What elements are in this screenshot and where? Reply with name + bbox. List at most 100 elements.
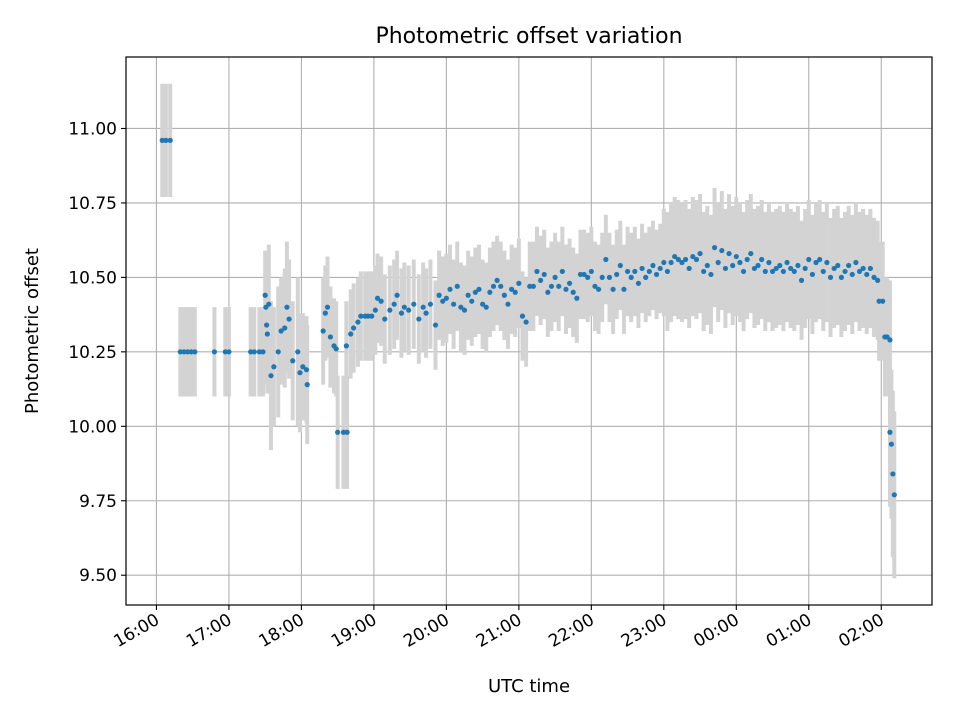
data-point xyxy=(846,262,852,269)
data-point xyxy=(730,262,736,269)
data-point xyxy=(348,331,354,337)
data-point xyxy=(374,295,381,301)
data-point xyxy=(290,358,296,364)
data-point xyxy=(297,370,303,376)
data-point xyxy=(264,331,270,337)
data-point xyxy=(813,259,819,266)
data-point xyxy=(382,316,388,322)
data-point xyxy=(817,256,823,263)
data-point xyxy=(726,250,732,257)
data-point xyxy=(831,265,837,272)
data-point xyxy=(715,259,721,266)
data-point xyxy=(256,349,262,355)
data-point xyxy=(509,286,515,292)
data-point xyxy=(545,289,551,295)
data-point xyxy=(167,137,173,143)
data-point xyxy=(733,253,739,260)
data-point xyxy=(556,283,562,289)
data-point xyxy=(755,262,761,269)
data-point xyxy=(406,307,412,313)
data-point xyxy=(574,295,580,301)
data-point xyxy=(809,271,816,278)
data-point xyxy=(188,349,194,355)
y-tick-label: 10.50 xyxy=(68,268,117,288)
data-point xyxy=(398,310,405,316)
data-point xyxy=(284,304,290,310)
data-point xyxy=(643,274,649,280)
data-point xyxy=(527,283,533,289)
data-point xyxy=(599,274,605,280)
data-point xyxy=(606,274,613,280)
data-point xyxy=(501,292,507,298)
data-point xyxy=(420,304,426,310)
data-point xyxy=(427,301,434,307)
data-point xyxy=(387,307,393,313)
data-point xyxy=(436,292,442,298)
data-point xyxy=(646,268,652,275)
data-point xyxy=(628,274,634,280)
data-point xyxy=(740,268,747,275)
x-axis-ticks: 16:00 17:00 18:00 19:00 20:00 21:00 22:00 23:00… xyxy=(111,605,888,652)
y-tick-label: 10.75 xyxy=(68,194,117,214)
data-point xyxy=(472,289,478,295)
y-tick-label: 9.50 xyxy=(79,566,117,586)
data-point xyxy=(391,301,397,307)
data-point xyxy=(295,349,301,355)
data-point xyxy=(672,253,678,260)
data-point xyxy=(875,277,881,283)
data-point xyxy=(320,328,326,334)
data-point xyxy=(773,265,779,272)
data-point xyxy=(864,271,870,278)
data-point xyxy=(451,301,457,307)
data-point xyxy=(657,265,663,272)
data-point xyxy=(264,322,270,328)
data-point xyxy=(686,265,692,272)
data-point xyxy=(498,283,504,289)
data-point xyxy=(401,304,407,310)
data-point xyxy=(570,289,576,295)
data-point xyxy=(806,256,812,263)
data-point xyxy=(271,364,277,370)
data-point xyxy=(632,268,638,275)
data-point xyxy=(595,286,602,292)
x-tick-label: 16:00 xyxy=(111,610,163,652)
data-point xyxy=(177,349,183,355)
data-point xyxy=(719,247,725,254)
data-point xyxy=(769,268,776,275)
data-point xyxy=(890,471,896,477)
data-point xyxy=(777,262,783,269)
data-point xyxy=(722,265,729,272)
data-point xyxy=(483,304,489,310)
data-point xyxy=(304,382,310,388)
data-point xyxy=(465,292,471,298)
data-point xyxy=(577,271,584,278)
data-point xyxy=(842,268,848,275)
x-tick-label: 01:00 xyxy=(763,610,815,652)
data-point xyxy=(440,298,446,304)
data-point xyxy=(888,441,895,447)
data-point xyxy=(682,256,689,263)
data-point xyxy=(268,373,274,379)
data-point xyxy=(887,337,893,343)
data-point xyxy=(343,343,349,349)
data-point xyxy=(476,286,482,292)
data-point xyxy=(697,250,703,257)
data-point xyxy=(887,429,893,435)
data-point xyxy=(679,259,685,266)
data-point xyxy=(266,301,272,307)
data-point xyxy=(454,283,460,289)
data-point xyxy=(372,307,378,313)
data-point xyxy=(566,280,573,286)
x-tick-label: 00:00 xyxy=(690,610,742,652)
data-point xyxy=(585,274,591,280)
data-point xyxy=(827,274,834,280)
data-point xyxy=(860,265,866,272)
data-point xyxy=(185,349,191,355)
data-point xyxy=(820,268,826,275)
x-tick-label: 22:00 xyxy=(545,610,597,652)
x-axis-label: UTC time xyxy=(488,676,570,697)
data-point xyxy=(303,367,310,373)
data-point xyxy=(653,271,660,278)
data-point xyxy=(512,289,518,295)
